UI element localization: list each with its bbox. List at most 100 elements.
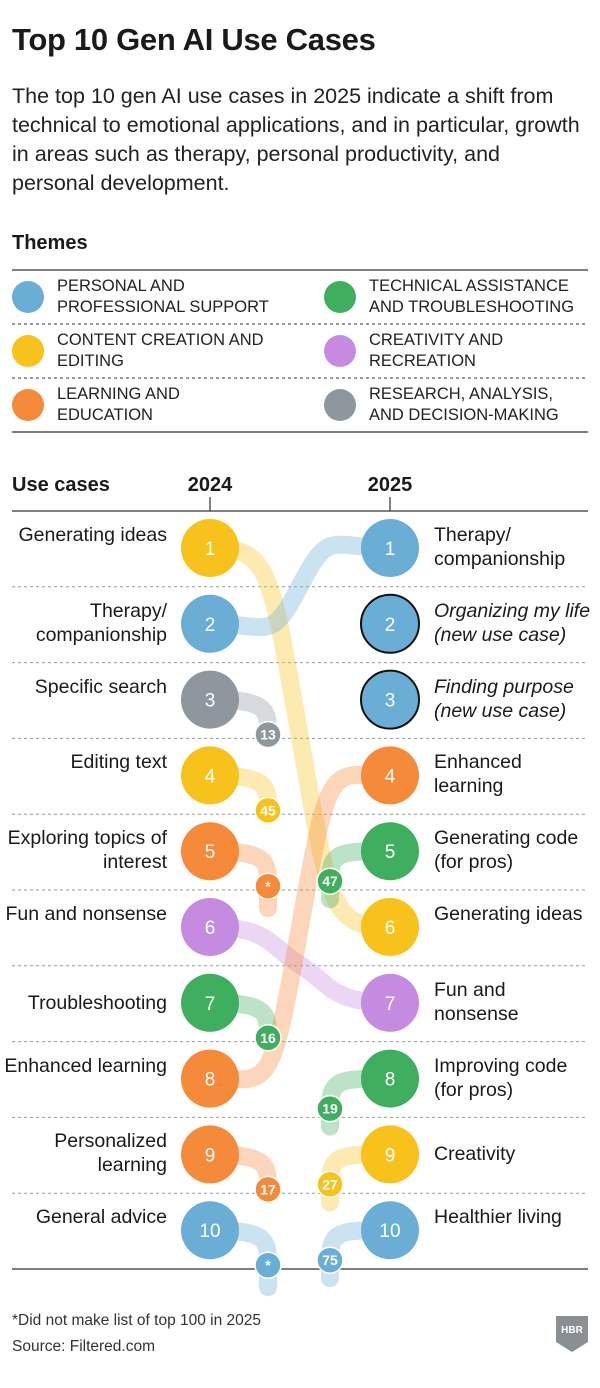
use-case-2025-label: Fun and nonsense [434,978,519,1025]
source-note: Source: Filtered.com [12,1338,155,1355]
use-case-2025-label: Improving code (for pros) [434,1054,568,1101]
rank-2025-dot [361,898,419,956]
rank-2025-number: 1 [385,539,396,560]
use-case-2025-label: Creativity [434,1143,516,1166]
use-case-2025-label: Generating ideas [434,903,583,925]
rank-2025-number: 9 [385,1145,396,1166]
theme-dot-icon [324,335,356,367]
use-case-2024-label: Troubleshooting [27,991,167,1014]
flow-1-to-6 [201,539,399,936]
rank-2025-5-prev-marker: 47 [316,867,344,895]
rank-2024-number: 1 [205,539,216,560]
rank-2024-number: 5 [205,842,216,863]
rank-2025-marker-5: 5 [361,822,419,881]
rank-2025-8-prev-marker: 19 [316,1094,344,1123]
use-case-2025-label: Therapy/ companionship [434,524,566,570]
use-case-2025-label: Enhanced learning [434,751,522,798]
rank-2024-dot [181,1125,239,1184]
rank-outside-dot [316,1170,344,1199]
rank-2025-dot [361,746,419,805]
rank-outside-label: 45 [260,802,276,818]
rank-2024-dot [181,670,239,729]
use-case-2024-label: Specific search [34,675,167,698]
rank-2025-number: 7 [385,994,396,1015]
use-case-2024-label: Editing text [70,751,167,774]
rank-2024-number: 8 [205,1070,216,1091]
rank-2024-marker-3: 3 [181,670,239,729]
hbr-logo-icon: HBR [556,1316,588,1352]
hbr-logo-text: HBR [561,1325,583,1336]
rank-2025-dot [361,1201,419,1260]
rank-2025-marker-9: 9 [361,1125,419,1184]
theme-content: Content creation and editing [12,326,272,376]
use-case-2024-label: Personalized learning [54,1130,167,1177]
rank-2025-marker-10: 10 [361,1201,419,1260]
rank-2024-marker-4: 4 [181,746,239,805]
rank-2024-number: 6 [205,918,216,939]
rank-2025-dot [361,973,419,1032]
rank-outside-label: 13 [260,727,276,743]
rank-outside-label: 16 [260,1030,276,1046]
rank-markers: 1 2 3 13 4 45 5 * 6 7 16 8 9 17 10 * 1 2 3 4 47 5 6 7 19 8 27 9 75 10 [181,519,420,1279]
flow-6-to-7 [201,918,399,1012]
rank-outside-dot [316,867,344,895]
use-case-2025-label: Generating code (for pros) [434,827,579,874]
theme-label: Creativity and recreation [369,331,504,370]
year-2024-heading: 2024 [187,474,233,496]
rank-2024-9-outside-marker: 17 [254,1175,282,1204]
rank-2024-number: 4 [205,766,216,787]
rank-2025-number: 4 [385,766,396,787]
rank-outside-dot [254,1024,282,1052]
theme-learning: Learning and education [12,380,272,430]
rank-2024-marker-10: 10 [181,1201,239,1260]
rank-outside-dot [254,872,282,900]
footnote: *Did not make list of top 100 in 2025 [12,1312,262,1329]
theme-label: Research, analysis, and decision-making [369,385,559,424]
theme-dot-icon [12,335,44,367]
rank-outside-label: 19 [322,1101,338,1117]
theme-dot-icon [324,281,356,313]
rank-outside-label: 27 [322,1176,338,1192]
rank-outside-label: * [265,878,271,894]
rank-2024-marker-8: 8 [181,1049,239,1108]
rank-2025-dot [360,669,420,730]
theme-dot-icon [12,389,44,421]
rank-outside-label: 17 [260,1181,276,1197]
rank-2025-dot [360,593,420,654]
rank-2025-dot [361,519,419,577]
theme-dot-icon [324,389,356,421]
use-cases-heading: Use cases [12,474,110,496]
rank-2024-number: 3 [205,691,216,712]
rank-2024-10-outside-marker: * [254,1251,282,1279]
themes-heading: Themes [12,232,88,254]
rank-2024-number: 9 [205,1145,216,1166]
use-case-2024-label: Generating ideas [18,524,167,546]
rank-2024-5-outside-marker: * [254,872,282,900]
use-case-2025-label: Organizing my life (new use case) [434,599,591,646]
use-case-2024-label: Therapy/ companionship [35,599,167,646]
rank-2024-7-outside-marker: 16 [254,1024,282,1052]
use-case-2024-label: Enhanced learning [4,1054,167,1077]
rank-2025-dot [361,1049,419,1108]
use-case-2025-label: Finding purpose (new use case) [434,675,574,722]
rank-2024-dot [181,519,239,577]
flow-2-to-1 [201,535,399,637]
rank-outside-dot [254,1251,282,1279]
rank-2025-10-prev-marker: 75 [316,1246,344,1274]
use-case-2024-label: General advice [35,1206,167,1229]
rank-2025-marker-6: 6 [361,898,419,956]
rank-2024-dot [181,898,239,956]
theme-label: Learning and education [57,385,180,424]
rank-2024-dot [181,1049,239,1108]
theme-label: Technical assistance and troubleshooting [369,277,575,316]
theme-dot-icon [12,281,44,313]
rank-outside-label: 47 [322,873,338,889]
rank-2025-dot [361,822,419,881]
rank-2025-marker-2: 2 [360,593,420,654]
theme-label: Personal and professional support [57,277,269,316]
rank-2025-9-prev-marker: 27 [316,1170,344,1199]
rank-2025-number: 6 [385,918,396,939]
use-case-2024-label: Exploring topics of interest [7,827,167,874]
theme-tech: Technical assistance and troubleshooting [324,272,584,322]
